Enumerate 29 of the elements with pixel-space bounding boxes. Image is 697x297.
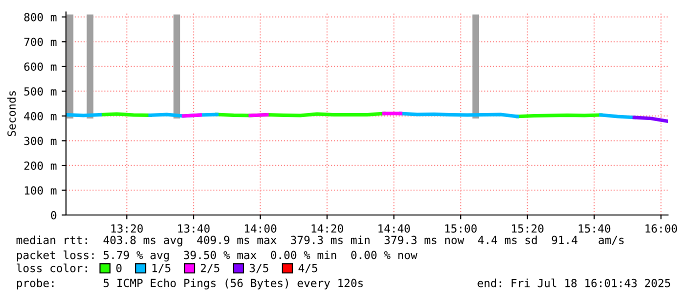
text: packet loss: 5.79 % avg 39.50 % max 0.00 % min 0.00 % now — [17, 250, 418, 262]
x-tick-label: 14:20 — [312, 224, 344, 233]
legend-label: 4/5 — [298, 264, 318, 274]
text: median rtt: 403.8 ms avg 409.9 ms max 379.3 ms min 379.3 ms now 4.4 ms sd 91.4 am/s — [16, 236, 624, 246]
legend-title: loss color: — [16, 264, 87, 272]
x-tick-label: 14:00 — [244, 224, 276, 233]
y-tick-label: 500 m — [24, 87, 56, 96]
y-tick-label: 400 m — [24, 112, 56, 120]
x-tick-label: 15:20 — [512, 224, 544, 233]
legend-label: 3/5 — [250, 264, 268, 274]
y-tick-label: 700 m — [24, 38, 56, 46]
y-tick-label: 300 m — [24, 136, 56, 146]
text: end: Fri Jul 18 16:01:43 2025 — [478, 278, 670, 288]
x-tick-label: 15:00 — [445, 224, 477, 233]
text: probe: 5 ICMP Echo Pings (56 Bytes) every 120s — [17, 278, 363, 290]
y-tick-label: 0 — [51, 211, 56, 220]
legend-label: 0 — [116, 264, 122, 272]
x-tick-label: 13:40 — [178, 224, 210, 233]
y-tick-label: 800 m — [24, 12, 56, 22]
x-tick-label: 14:40 — [378, 224, 410, 233]
y-tick-label: 600 m — [24, 62, 56, 71]
x-tick-label: 13:20 — [111, 224, 143, 233]
x-tick-label: 15:40 — [578, 224, 610, 233]
legend-label: 1/5 — [152, 264, 170, 274]
y-axis-title: Seconds — [7, 91, 16, 136]
legend-label: 2/5 — [200, 264, 220, 274]
y-tick-label: 200 m — [24, 161, 56, 170]
y-tick-label: 100 m — [24, 186, 56, 195]
x-tick-label: 16:00 — [646, 224, 677, 233]
